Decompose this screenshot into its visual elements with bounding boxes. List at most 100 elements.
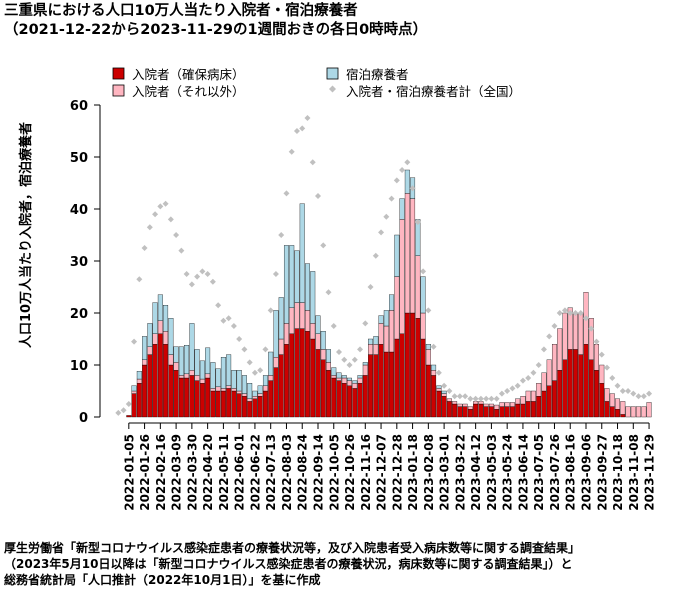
x-tick-label-2023-04-12: 2023-04-12 [469, 434, 483, 511]
bar-hotel-2022-01-19 [136, 371, 142, 380]
bar-hospital_other-2022-01-12 [131, 390, 137, 394]
point-national-2023-07-26 [551, 323, 558, 329]
bar-hospital_severe-2023-10-11 [609, 406, 615, 418]
bar-hospital_other-2023-06-21 [525, 390, 531, 402]
point-national-2022-04-27 [209, 278, 216, 285]
bar-hotel-2022-01-12 [131, 385, 137, 392]
bar-hospital_other-2022-02-16 [157, 320, 163, 334]
point-national-2022-04-13 [199, 268, 206, 275]
bar-hotel-2023-01-11 [404, 169, 410, 194]
bar-hospital_other-2022-12-14 [383, 325, 389, 353]
bar-hospital_severe-2023-04-12 [473, 403, 479, 418]
bar-hospital_severe-2023-09-20 [594, 370, 599, 418]
bar-hospital_other-2022-02-02 [147, 346, 153, 355]
bar-hotel-2022-10-05 [331, 367, 337, 376]
bar-hospital_severe-2022-11-09 [357, 383, 363, 418]
bar-hospital_severe-2023-07-26 [551, 380, 557, 418]
bar-hotel-2022-11-09 [357, 375, 363, 379]
bar-hospital_other-2023-03-22 [457, 403, 463, 407]
bar-hospital_other-2023-09-27 [599, 364, 605, 384]
point-national-2022-12-07 [378, 229, 385, 236]
bar-hospital_severe-2023-03-29 [462, 406, 468, 418]
bar-hotel-2022-08-10 [289, 245, 295, 308]
point-national-2022-05-04 [215, 302, 222, 309]
bar-hotel-2022-05-11 [220, 357, 226, 389]
x-tick-label-2023-05-03: 2023-05-03 [485, 434, 499, 511]
bar-hospital_other-2022-09-21 [320, 349, 326, 360]
bar-hospital_other-2023-03-01 [441, 393, 447, 397]
point-national-2023-05-10 [493, 395, 500, 402]
point-national-2022-12-14 [383, 213, 390, 220]
bar-hospital_other-2022-06-29 [257, 393, 263, 397]
point-national-2023-02-01 [420, 268, 427, 275]
point-national-2023-09-06 [582, 315, 589, 322]
bar-hospital_other-2023-11-29 [646, 402, 652, 418]
bar-hotel-2023-02-01 [420, 276, 426, 314]
point-national-2022-02-16 [157, 203, 164, 210]
bar-hospital_severe-2022-04-06 [194, 380, 200, 418]
bar-hotel-2023-02-15 [431, 364, 437, 371]
bar-hospital_severe-2022-03-09 [173, 370, 179, 418]
point-national-2023-09-13 [588, 325, 595, 332]
point-national-2023-03-29 [462, 393, 469, 400]
x-tick-label-2023-02-08: 2023-02-08 [422, 434, 436, 511]
point-national-2021-12-22 [115, 409, 122, 416]
bar-hospital_other-2022-08-03 [283, 323, 289, 345]
point-national-2023-11-01 [625, 388, 632, 394]
bar-hospital_other-2023-02-22 [436, 388, 442, 392]
bar-hospital_severe-2023-03-01 [441, 396, 447, 418]
point-national-2022-08-31 [304, 115, 311, 121]
point-national-2023-08-09 [561, 307, 568, 314]
bar-hospital_severe-2023-08-23 [573, 349, 578, 418]
bar-hotel-2022-06-22 [252, 390, 258, 397]
bar-hospital_severe-2022-06-15 [247, 401, 253, 418]
bar-hospital_other-2022-06-15 [247, 398, 253, 402]
bar-hospital_other-2022-06-08 [241, 393, 247, 397]
bar-hospital_severe-2023-08-30 [578, 354, 584, 418]
bar-hospital_other-2023-05-24 [504, 402, 510, 407]
bar-hotel-2022-12-21 [389, 294, 395, 311]
bar-hotel-2022-11-02 [352, 380, 358, 384]
point-national-2022-06-15 [246, 359, 253, 366]
title-line-2: （2021-12-22から2023-11-29の1週間おきの各日0時時点） [4, 22, 428, 38]
point-national-2023-08-02 [556, 310, 563, 316]
bar-hotel-2022-05-25 [231, 370, 237, 389]
bar-hospital_other-2022-01-19 [136, 378, 142, 384]
bar-hospital_other-2023-10-04 [604, 388, 610, 402]
bar-hospital_other-2022-12-07 [378, 323, 384, 345]
legend-swatch-hospital-severe [112, 67, 125, 80]
point-national-2022-10-05 [330, 323, 337, 329]
point-national-2022-11-16 [362, 320, 369, 327]
point-national-2023-06-14 [519, 377, 526, 384]
y-tick-label-0: 0 [79, 411, 88, 426]
x-tick-label-2023-10-18: 2023-10-18 [611, 434, 625, 511]
point-national-2022-02-23 [162, 200, 169, 207]
bar-hospital_severe-2022-01-12 [131, 393, 137, 418]
point-national-2023-10-25 [619, 388, 626, 394]
x-tick-label-2022-01-05: 2022-01-05 [122, 434, 136, 511]
bar-hospital_severe-2022-11-30 [373, 354, 379, 418]
bar-hospital_other-2023-02-01 [420, 312, 426, 340]
bar-hospital_other-2023-03-29 [462, 403, 468, 407]
bar-hospital_other-2023-06-28 [530, 390, 536, 402]
x-tick-label-2023-09-06: 2023-09-06 [579, 434, 593, 511]
bar-hospital_other-2023-03-15 [452, 401, 458, 405]
bar-hospital_other-2022-07-06 [262, 385, 268, 392]
bar-hotel-2022-03-02 [168, 318, 174, 355]
bar-hospital_severe-2023-05-24 [504, 406, 510, 418]
y-axis-label: 人口10万人当たり入院者，宿泊療養者 [18, 122, 34, 348]
point-national-2022-01-12 [131, 338, 138, 345]
bar-hospital_other-2023-01-11 [404, 193, 410, 314]
legend-marker-national [329, 85, 336, 93]
point-national-2022-11-02 [351, 356, 358, 363]
point-national-2023-09-20 [593, 338, 600, 345]
bar-hospital_other-2022-11-02 [352, 383, 358, 389]
x-tick-label-2022-02-16: 2022-02-16 [154, 434, 168, 511]
bar-hospital_severe-2022-03-30 [189, 375, 195, 418]
bar-hospital_other-2022-04-27 [210, 388, 216, 392]
point-national-2022-01-05 [125, 401, 132, 407]
x-tick-label-2022-12-28: 2022-12-28 [390, 434, 404, 511]
bar-hospital_severe-2022-06-22 [252, 398, 258, 418]
bar-hospital_other-2023-07-12 [541, 372, 547, 392]
bar-hospital_other-2022-08-10 [289, 307, 295, 334]
